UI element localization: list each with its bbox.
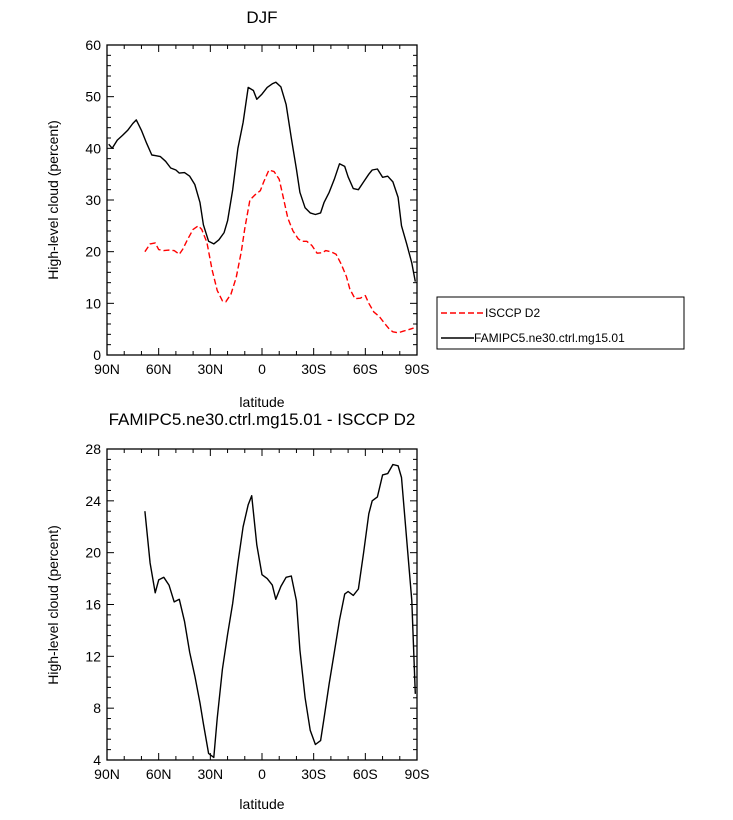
x-tick-label: 60S <box>353 361 378 377</box>
y-tick-label: 0 <box>93 347 101 363</box>
x-tick-labels: 90N 60N 30N 0 30S 60S 90S <box>94 361 429 377</box>
y-tick-label: 50 <box>85 89 101 105</box>
legend: ISCCP D2 FAMIPC5.ne30.ctrl.mg15.01 <box>436 296 685 350</box>
x-tick-label: 0 <box>258 361 266 377</box>
y-axis-label: High-level cloud (percent) <box>45 525 61 685</box>
y-tick-label: 20 <box>85 545 101 561</box>
y-tick-label: 12 <box>85 648 101 664</box>
panel-title: DJF <box>246 8 277 27</box>
x-tick-label: 30N <box>197 766 223 782</box>
x-tick-label: 60N <box>146 361 172 377</box>
series-line-famipc5 <box>108 81 416 282</box>
y-tick-labels: 0 10 20 30 40 50 60 <box>85 37 101 363</box>
x-tick-label: 90N <box>94 361 120 377</box>
series-lines <box>144 463 416 759</box>
y-tick-label: 8 <box>93 700 101 716</box>
x-tick-labels: 90N 60N 30N 0 30S 60S 90S <box>94 766 429 782</box>
y-tick-label: 28 <box>85 441 101 457</box>
legend-box <box>436 296 685 350</box>
y-tick-label: 20 <box>85 244 101 260</box>
tick-marks <box>106 44 418 356</box>
x-tick-label: 90N <box>94 766 120 782</box>
series-line-isccp <box>144 169 414 334</box>
series-lines <box>108 81 416 334</box>
series-line-difference <box>144 463 416 759</box>
djf-panel: DJF 90N 60N 30N 0 30S 60S 90S 0 10 20 30 40 50 60 la… <box>45 8 685 410</box>
legend-label-famipc5: FAMIPC5.ne30.ctrl.mg15.01 <box>474 331 625 345</box>
plot-frame <box>106 448 418 761</box>
x-tick-label: 0 <box>258 766 266 782</box>
y-tick-label: 60 <box>85 37 101 53</box>
y-tick-label: 24 <box>85 493 101 509</box>
x-tick-label: 60S <box>353 766 378 782</box>
plot-frame <box>106 44 418 356</box>
y-tick-label: 10 <box>85 295 101 311</box>
x-tick-label: 30N <box>197 361 223 377</box>
tick-marks <box>106 448 418 761</box>
panel-title: FAMIPC5.ne30.ctrl.mg15.01 - ISCCP D2 <box>109 410 416 429</box>
y-tick-label: 16 <box>85 597 101 613</box>
y-tick-label: 40 <box>85 140 101 156</box>
y-tick-label: 4 <box>93 752 101 768</box>
x-axis-label: latitude <box>239 394 284 410</box>
legend-label-isccp: ISCCP D2 <box>485 306 540 320</box>
x-tick-label: 90S <box>405 361 430 377</box>
x-tick-label: 30S <box>301 766 326 782</box>
y-axis-label: High-level cloud (percent) <box>45 120 61 280</box>
x-tick-label: 30S <box>301 361 326 377</box>
x-tick-label: 90S <box>405 766 430 782</box>
y-tick-labels: 4 8 12 16 20 24 28 <box>85 441 101 768</box>
y-tick-label: 30 <box>85 192 101 208</box>
x-axis-label: latitude <box>239 796 284 812</box>
difference-panel: FAMIPC5.ne30.ctrl.mg15.01 - ISCCP D2 90N… <box>45 410 429 812</box>
x-tick-label: 60N <box>146 766 172 782</box>
